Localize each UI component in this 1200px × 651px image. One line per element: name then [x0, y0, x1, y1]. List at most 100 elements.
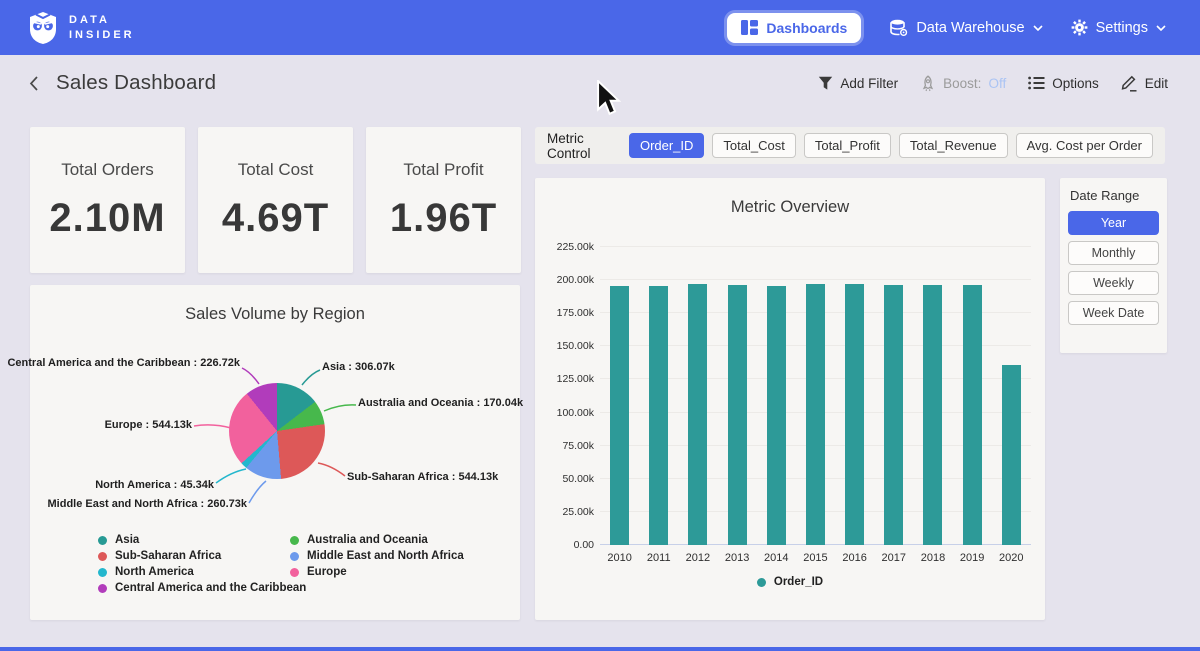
- metric-option-avg-cost-per-order[interactable]: Avg. Cost per Order: [1016, 133, 1153, 158]
- pie-legend-item-sub-saharan-africa[interactable]: Sub-Saharan Africa: [98, 548, 306, 564]
- legend-dot: [98, 552, 107, 561]
- legend-label: Australia and Oceania: [307, 534, 428, 546]
- pie-legend-item-central-america-and-the-caribbean[interactable]: Central America and the Caribbean: [98, 580, 306, 596]
- date-range-option-week-date[interactable]: Week Date: [1068, 301, 1159, 325]
- x-axis-tick: 2015: [803, 552, 827, 564]
- page-title: Sales Dashboard: [56, 71, 216, 95]
- rocket-icon: [920, 75, 936, 92]
- pie-label-australia-and-oceania: Australia and Oceania : 170.04k: [358, 397, 523, 409]
- pie-label-europe: Europe : 544.13k: [105, 419, 192, 431]
- bar-2018[interactable]: [923, 285, 942, 545]
- nav-data-warehouse-button[interactable]: Data Warehouse: [889, 19, 1042, 37]
- boost-toggle[interactable]: Boost: Off: [920, 75, 1006, 92]
- nav-settings-button[interactable]: Settings: [1071, 19, 1166, 36]
- kpi-card-total-cost: Total Cost 4.69T: [198, 127, 353, 273]
- x-axis-tick: 2010: [607, 552, 631, 564]
- bar-chart-legend[interactable]: Order_ID: [535, 576, 1045, 588]
- gear-icon: [1071, 19, 1088, 36]
- bars-row: 2010201120122013201420152016201720182019…: [600, 247, 1031, 545]
- legend-dot: [98, 536, 107, 545]
- pie-chart[interactable]: [229, 383, 325, 479]
- metric-option-total-cost[interactable]: Total_Cost: [712, 133, 795, 158]
- footer-accent-bar: [0, 647, 1200, 651]
- pie-legend-item-asia[interactable]: Asia: [98, 532, 306, 548]
- kpi-label: Total Orders: [61, 160, 154, 180]
- pie-legend-item-north-america[interactable]: North America: [98, 564, 306, 580]
- date-range-option-monthly[interactable]: Monthly: [1068, 241, 1159, 265]
- bar-2010[interactable]: [610, 286, 629, 545]
- mouse-cursor: [597, 80, 621, 116]
- pie-chart-title: Sales Volume by Region: [30, 305, 520, 324]
- date-range-option-weekly[interactable]: Weekly: [1068, 271, 1159, 295]
- date-range-label: Date Range: [1070, 188, 1159, 203]
- x-axis-tick: 2020: [999, 552, 1023, 564]
- metric-control-strip: Metric Control Order_IDTotal_CostTotal_P…: [535, 127, 1165, 164]
- options-label: Options: [1052, 76, 1099, 91]
- bar-2019[interactable]: [963, 285, 982, 545]
- x-axis-tick: 2014: [764, 552, 788, 564]
- y-axis-tick: 200.00k: [538, 274, 594, 286]
- brand-line2: INSIDER: [69, 28, 135, 43]
- chevron-down-icon: [1033, 25, 1043, 31]
- pie-legend-item-europe[interactable]: Europe: [290, 564, 464, 580]
- date-range-option-year[interactable]: Year: [1068, 211, 1159, 235]
- y-axis-tick: 125.00k: [538, 373, 594, 385]
- legend-dot: [290, 568, 299, 577]
- legend-label: North America: [115, 566, 194, 578]
- metric-option-order-id[interactable]: Order_ID: [629, 133, 704, 158]
- options-button[interactable]: Options: [1028, 76, 1099, 91]
- kpi-value: 1.96T: [390, 196, 497, 241]
- bar-2014[interactable]: [767, 286, 786, 545]
- legend-label: Asia: [115, 534, 139, 546]
- pie-legend-item-australia-and-oceania[interactable]: Australia and Oceania: [290, 532, 464, 548]
- bar-chart-plot-area: 0.0025.00k50.00k75.00k100.00k125.00k150.…: [600, 247, 1031, 545]
- legend-label: Middle East and North Africa: [307, 550, 464, 562]
- pie-label-sub-saharan-africa: Sub-Saharan Africa : 544.13k: [347, 471, 498, 483]
- edit-button[interactable]: Edit: [1121, 74, 1168, 92]
- y-axis-tick: 150.00k: [538, 340, 594, 352]
- y-axis-tick: 75.00k: [538, 440, 594, 452]
- bar-2013[interactable]: [728, 285, 747, 545]
- pie-legend-column-2: Australia and Oceania Middle East and Nor…: [290, 532, 464, 580]
- bar-column: 2015: [806, 247, 825, 545]
- y-axis-tick: 0.00: [538, 539, 594, 551]
- legend-label: Order_ID: [774, 576, 823, 588]
- brand-logo[interactable]: DATA INSIDER: [27, 10, 135, 46]
- metric-control-options: Order_ID Total_Cost Total_Profit Total_Reve…: [629, 133, 1153, 158]
- metric-option-total-profit[interactable]: Total_Profit: [804, 133, 891, 158]
- bar-2015[interactable]: [806, 284, 825, 545]
- add-filter-label: Add Filter: [840, 76, 898, 91]
- bar-column: 2019: [963, 247, 982, 545]
- metric-overview-chart-card: Metric Overview 0.0025.00k50.00k75.00k10…: [535, 178, 1045, 620]
- bar-2016[interactable]: [845, 284, 864, 545]
- kpi-label: Total Cost: [238, 160, 314, 180]
- kpi-value: 2.10M: [49, 196, 165, 241]
- bar-column: 2017: [884, 247, 903, 545]
- metric-option-total-revenue[interactable]: Total_Revenue: [899, 133, 1008, 158]
- owl-logo-icon: [27, 10, 59, 46]
- back-chevron-icon[interactable]: [28, 75, 40, 92]
- bar-2012[interactable]: [688, 284, 707, 545]
- x-axis-tick: 2019: [960, 552, 984, 564]
- boost-value: Off: [988, 76, 1006, 91]
- sales-volume-pie-card: Sales Volume by Region Asia : 306.07kAus…: [30, 285, 520, 620]
- pie-legend-item-middle-east-and-north-africa[interactable]: Middle East and North Africa: [290, 548, 464, 564]
- nav-dashboards-button[interactable]: Dashboards: [727, 13, 861, 43]
- x-axis-tick: 2012: [686, 552, 710, 564]
- kpi-label: Total Profit: [403, 160, 483, 180]
- top-nav-bar: DATA INSIDER Dashboards Data Warehouse: [0, 0, 1200, 55]
- pie-label-central-america-and-the-caribbean: Central America and the Caribbean : 226.…: [7, 357, 240, 369]
- bar-column: 2014: [767, 247, 786, 545]
- bar-2011[interactable]: [649, 286, 668, 545]
- date-range-options: Year Monthly Weekly Week Date: [1068, 211, 1159, 325]
- bar-2017[interactable]: [884, 285, 903, 545]
- kpi-card-total-profit: Total Profit 1.96T: [366, 127, 521, 273]
- y-axis-tick: 100.00k: [538, 407, 594, 419]
- bar-column: 2018: [923, 247, 942, 545]
- legend-dot: [290, 536, 299, 545]
- add-filter-button[interactable]: Add Filter: [818, 76, 898, 91]
- legend-label: Europe: [307, 566, 347, 578]
- y-axis-tick: 225.00k: [538, 241, 594, 253]
- bar-2020[interactable]: [1002, 365, 1021, 545]
- filter-funnel-icon: [818, 76, 833, 91]
